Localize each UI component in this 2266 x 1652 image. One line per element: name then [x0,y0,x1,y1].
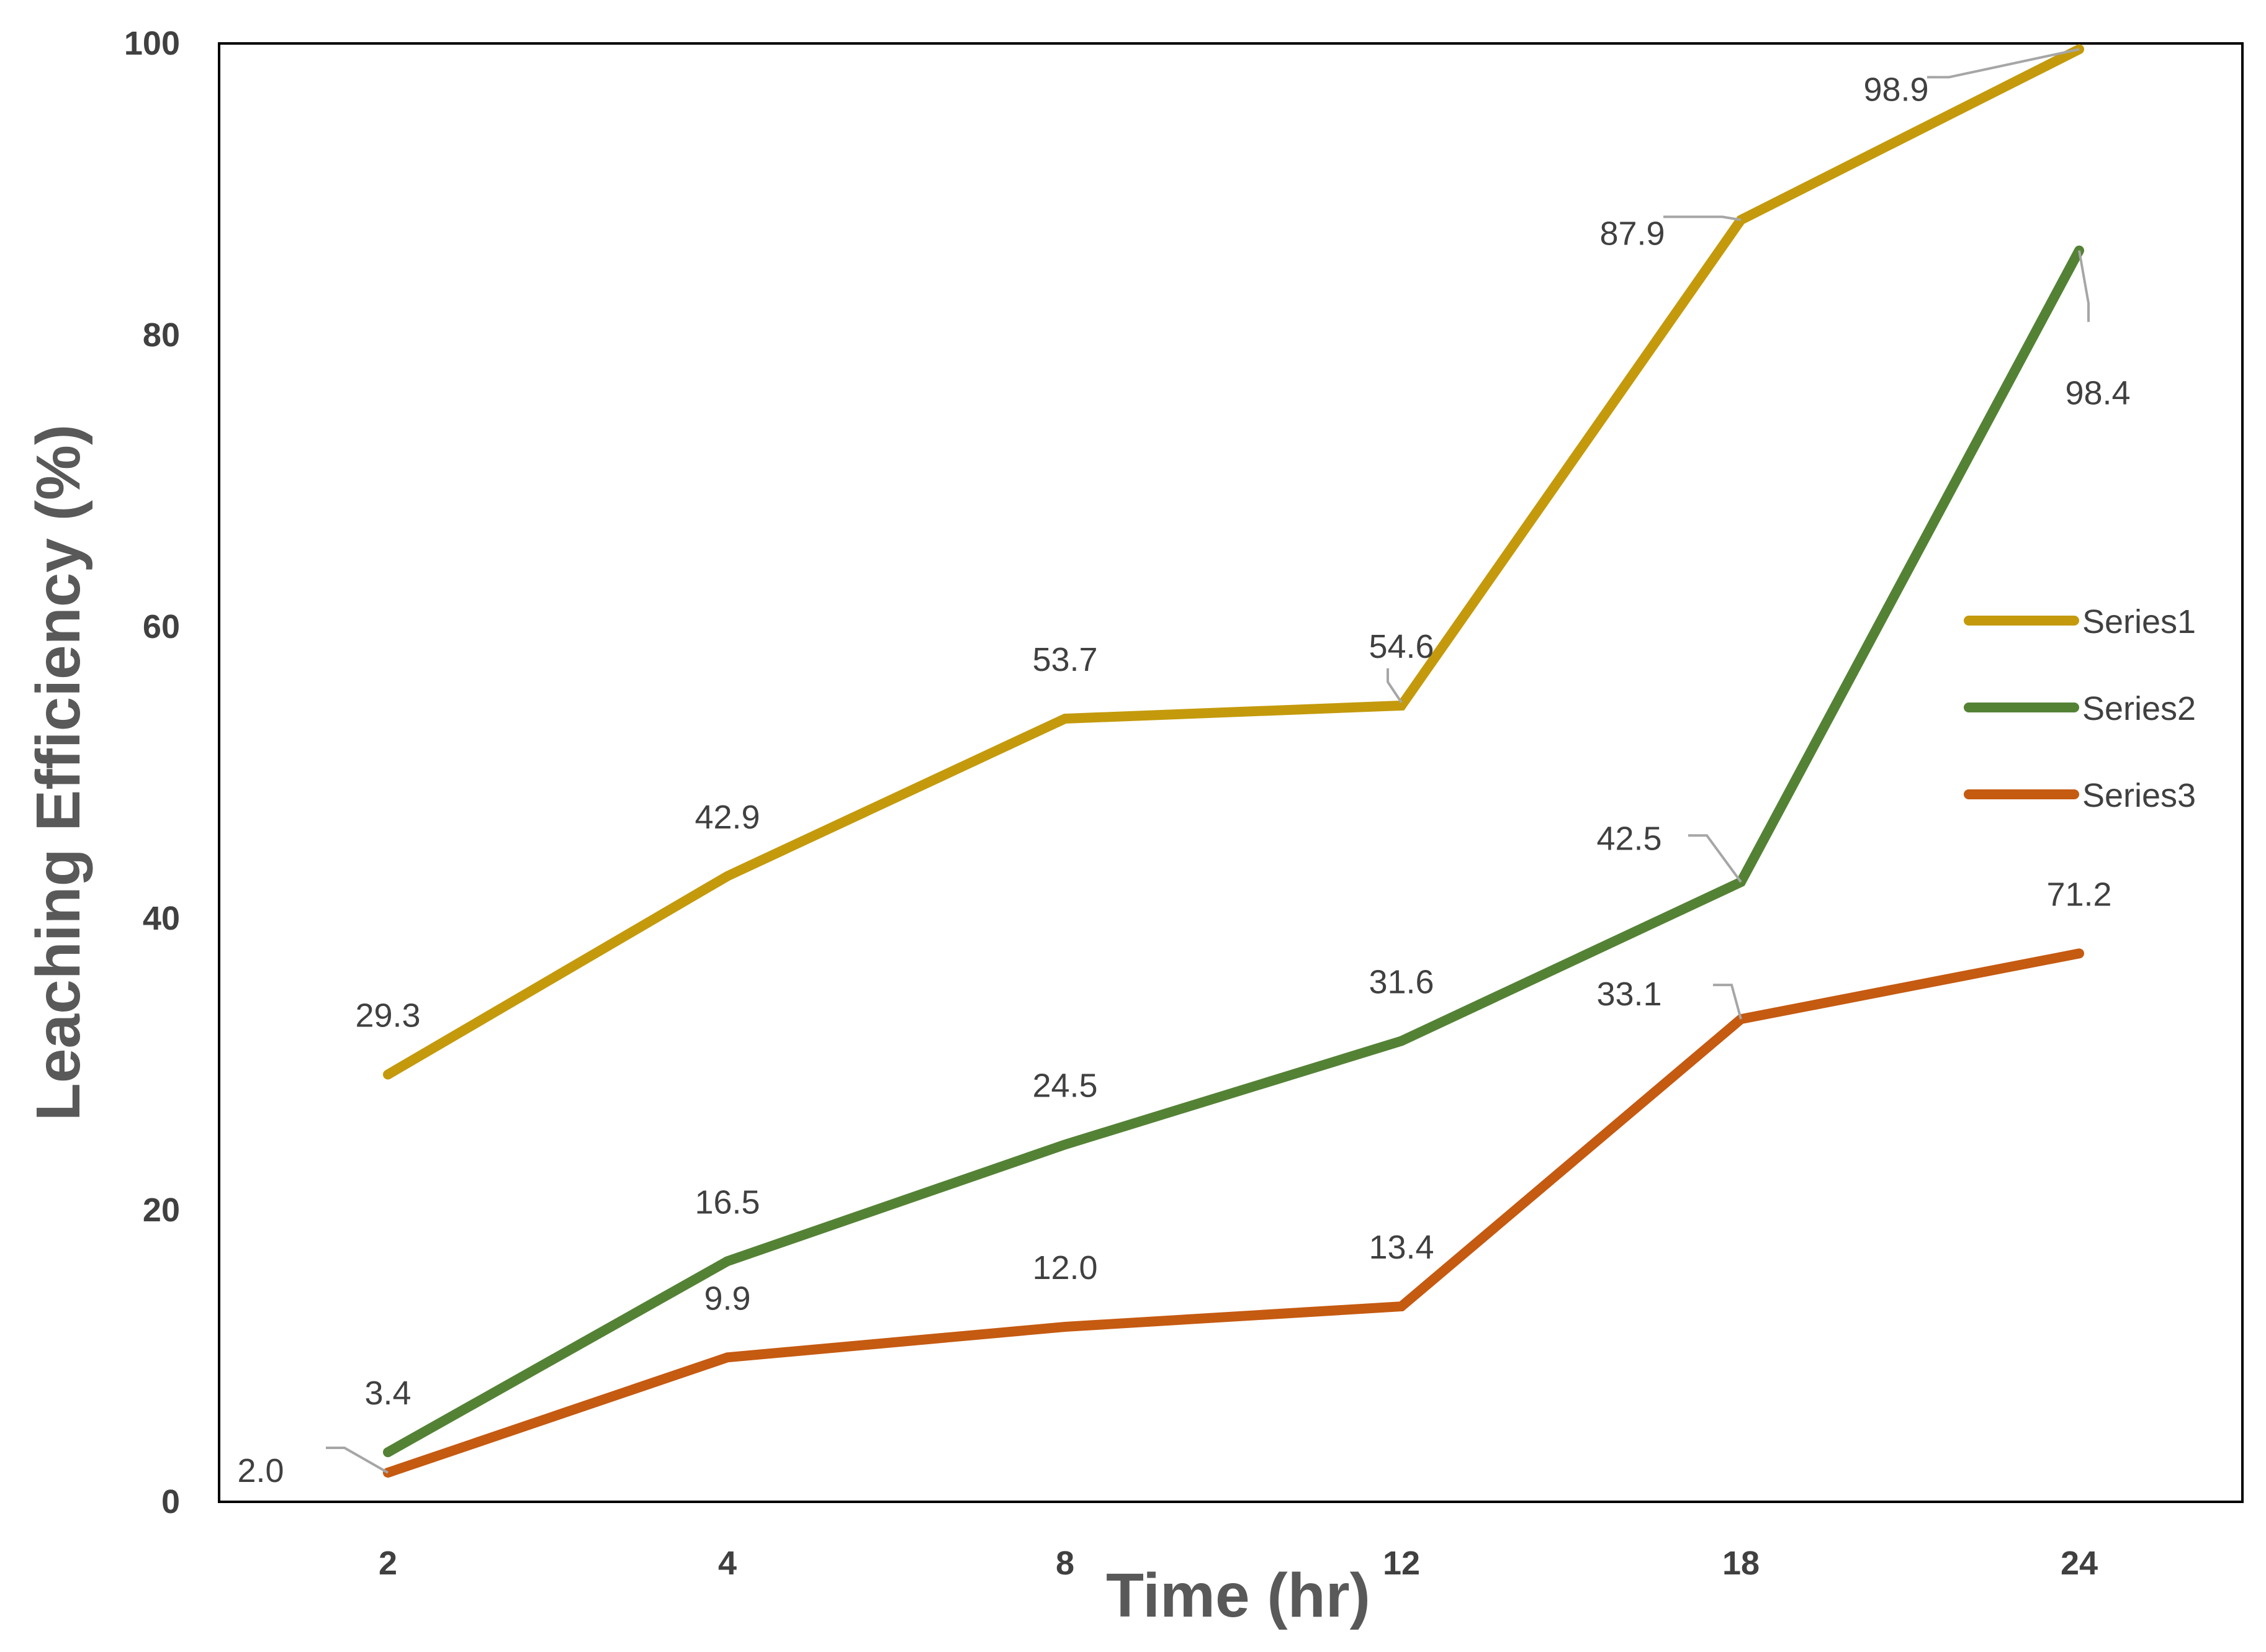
data-label-series3: 13.4 [1369,1229,1434,1266]
x-axis-title: Time (hr) [1106,1561,1370,1630]
data-label-series1: 98.9 [1863,71,1928,108]
x-tick-label: 8 [1056,1545,1074,1582]
x-tick-label: 12 [1383,1545,1420,1582]
leader-line [1663,215,1742,222]
y-axis-title: Leaching Efficiency (%) [24,424,93,1121]
data-label-series1: 53.7 [1032,641,1097,678]
x-axis-ticks: 2 4 8 12 18 24 [379,1545,2098,1582]
x-tick-label: 4 [718,1545,737,1582]
x-tick-label: 24 [2061,1545,2098,1582]
y-tick-label: 40 [143,900,180,937]
y-tick-label: 0 [161,1483,180,1520]
data-label-series1: 87.9 [1599,215,1665,252]
data-label-series1: 42.9 [695,799,760,836]
plot-frame [218,42,2244,1503]
legend-label: Series2 [2082,690,2196,727]
leader-line [1387,668,1403,704]
data-label-series2: 98.4 [2065,375,2130,412]
data-label-series3: 33.1 [1596,976,1661,1013]
data-label-series3: 71.2 [2046,876,2111,913]
data-label-series1: 54.6 [1369,628,1434,665]
leader-line [326,1447,389,1474]
data-label-series3: 2.0 [237,1452,284,1489]
y-tick-label: 100 [124,25,180,62]
series-line-2 [383,245,2084,1458]
leader-lines [326,48,2090,1474]
data-label-series3: 12.0 [1032,1249,1097,1286]
data-label-series2: 31.6 [1369,963,1434,1000]
series-line-3 [383,948,2084,1478]
leader-line [1688,834,1742,883]
series-lines [383,44,2084,1478]
data-label-series2: 42.5 [1596,820,1661,857]
data-label-series3: 9.9 [704,1280,750,1317]
legend: Series1 Series2 Series3 [1964,603,2196,814]
leader-line [1713,984,1742,1020]
x-tick-label: 2 [379,1545,397,1582]
y-tick-label: 80 [143,316,180,354]
y-tick-label: 60 [143,608,180,645]
data-label-series1: 29.3 [355,997,420,1034]
series-line-1 [383,44,2084,1080]
y-axis-ticks: 0 20 40 60 80 100 [124,25,180,1520]
leader-line [1927,48,2080,79]
data-label-series2: 3.4 [364,1375,411,1412]
data-label-series2: 16.5 [695,1183,760,1221]
data-label-series2: 24.5 [1032,1067,1097,1104]
legend-label: Series3 [2082,777,2196,814]
x-tick-label: 18 [1722,1545,1760,1582]
y-tick-label: 20 [143,1192,180,1229]
legend-label: Series1 [2082,603,2196,640]
data-labels: 29.3 42.9 53.7 54.6 87.9 98.9 3.4 16.5 24.5 31.6 4… [237,71,2130,1489]
leader-line [2078,250,2090,322]
